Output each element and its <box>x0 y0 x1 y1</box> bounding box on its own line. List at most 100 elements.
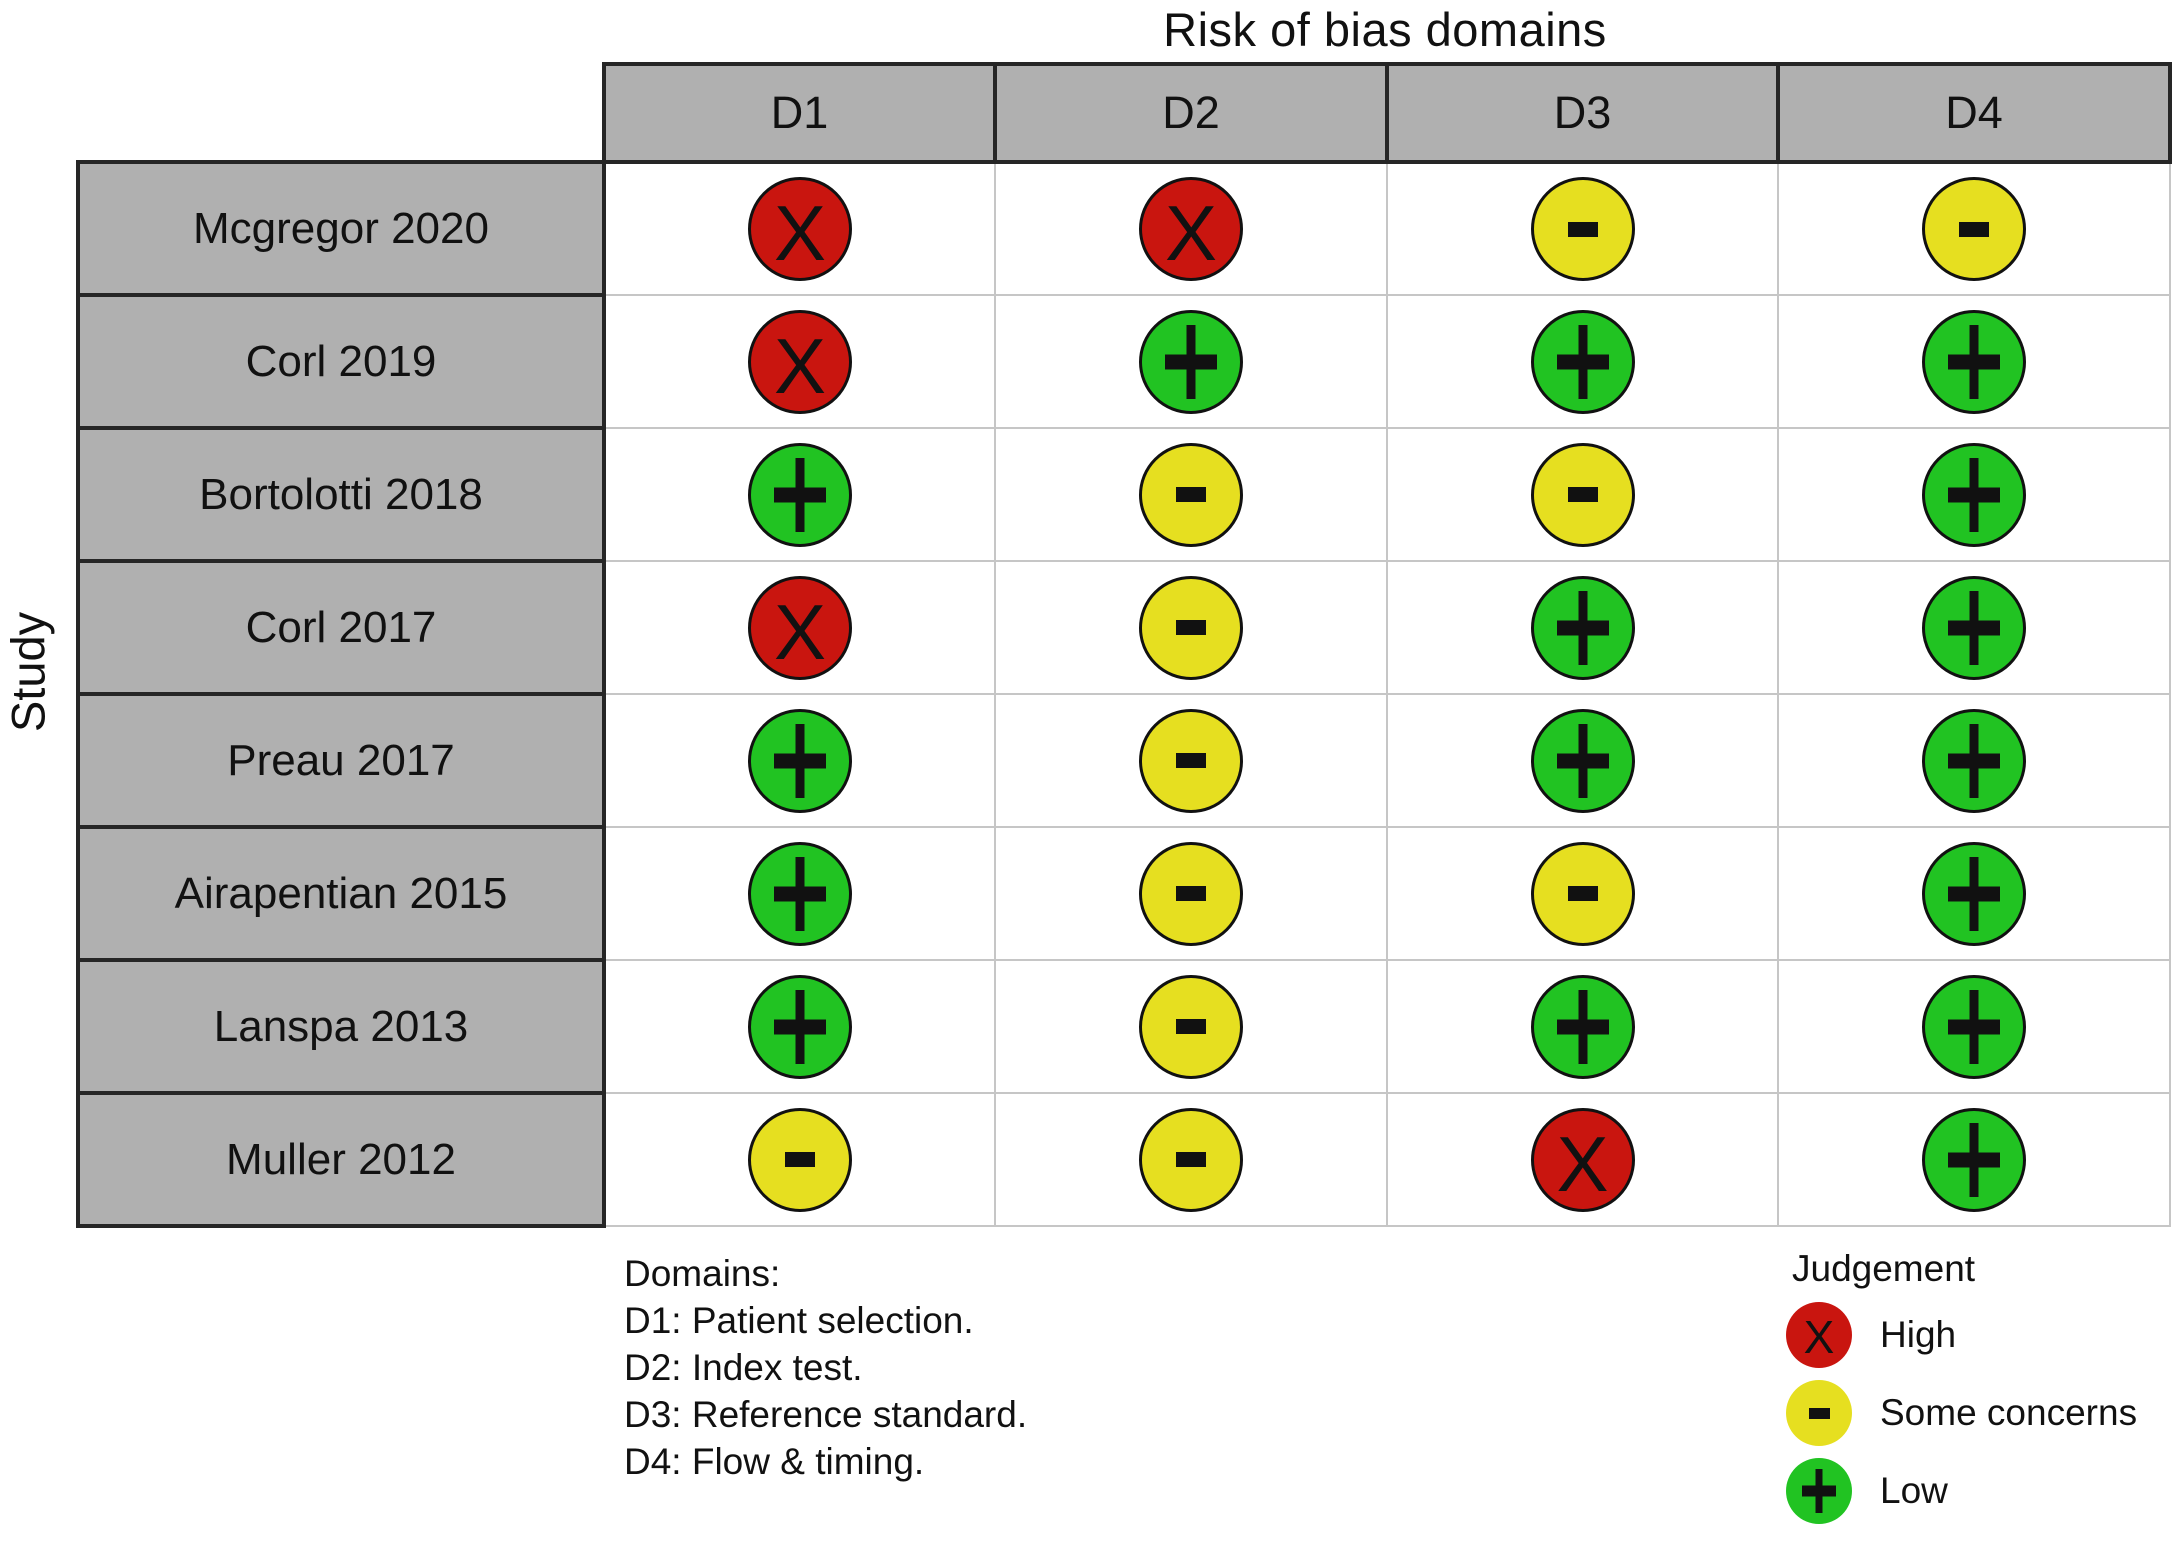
domains-note-line: D3: Reference standard. <box>624 1394 1028 1435</box>
judgement-circle-low <box>1530 309 1635 414</box>
some-concerns-symbol-icon <box>1567 221 1598 237</box>
judgement-cell <box>603 693 996 828</box>
low-symbol-icon <box>1948 325 2000 399</box>
study-row: Lanspa 2013 <box>76 958 2171 1095</box>
high-symbol-icon: X <box>773 189 827 277</box>
some-concerns-symbol-icon <box>1176 487 1206 502</box>
judgement-cell <box>994 427 1388 562</box>
high-symbol-icon: X <box>773 321 827 410</box>
low-symbol-icon <box>1557 724 1609 798</box>
judgement-circle-high: X <box>1139 177 1243 281</box>
judgement-cell <box>1777 294 2171 429</box>
judgement-circle-some-concerns <box>1139 575 1243 680</box>
low-symbol-icon <box>1948 591 2000 665</box>
high-symbol-icon: X <box>1164 189 1218 277</box>
judgement-cell: X <box>1386 1092 1779 1227</box>
judgement-cell <box>1777 161 2171 296</box>
domains-note-line: D2: Index test. <box>624 1347 863 1388</box>
low-symbol-icon <box>1165 325 1217 399</box>
judgement-circle-some-concerns <box>1530 841 1635 946</box>
study-row: Bortolotti 2018 <box>76 426 2171 563</box>
judgement-cell <box>1386 693 1779 828</box>
corner-spacer <box>78 64 604 162</box>
judgement-cell <box>603 959 996 1094</box>
low-symbol-icon <box>1557 990 1609 1064</box>
judgement-circle-low <box>1530 708 1635 813</box>
some-concerns-symbol-icon <box>1176 1019 1206 1034</box>
judgement-circle-some-concerns <box>1530 177 1635 281</box>
judgement-cell <box>1777 959 2171 1094</box>
judgement-cell <box>1386 161 1779 296</box>
judgement-cell <box>994 1092 1388 1227</box>
study-label: Airapentian 2015 <box>76 825 606 962</box>
judgement-cell <box>1777 427 2171 562</box>
domains-note-line: D1: Patient selection. <box>624 1300 974 1341</box>
judgement-circle-low <box>1530 575 1635 680</box>
study-row: Muller 2012 X <box>76 1091 2171 1228</box>
some-concerns-symbol-icon <box>1567 886 1598 901</box>
some-concerns-symbol-icon <box>785 1152 815 1167</box>
judgement-circle-some-concerns <box>1922 177 2026 281</box>
judgement-circle-some-concerns <box>1139 841 1243 946</box>
domains-note-heading: Domains: <box>624 1253 781 1294</box>
low-symbol-icon <box>1948 458 2000 532</box>
domain-column-header: D1 <box>602 62 997 164</box>
study-row: Corl 2019 X <box>76 293 2171 430</box>
y-axis-label: Study <box>1 611 55 733</box>
judgement-cell: X <box>994 161 1388 296</box>
some-concerns-symbol-icon <box>1176 1152 1206 1167</box>
low-symbol-icon <box>774 857 826 931</box>
study-row: Airapentian 2015 <box>76 825 2171 962</box>
domain-column-header: D2 <box>993 62 1389 164</box>
risk-of-bias-table: D1 D2 D3 D4 Mcgregor 2020 X X Corl 2019 X Bortol… <box>76 62 2172 1228</box>
judgement-cell <box>994 693 1388 828</box>
low-symbol-icon <box>1557 325 1609 399</box>
judgement-circle-some-concerns <box>1139 442 1243 547</box>
judgement-circle-low <box>748 974 852 1079</box>
judgement-cell <box>603 1092 996 1227</box>
some-concerns-symbol-icon <box>1808 1407 1830 1419</box>
low-symbol-icon <box>1948 857 2000 931</box>
judgement-cell <box>1777 826 2171 961</box>
judgement-circle-low <box>1922 841 2026 946</box>
judgement-cell <box>994 294 1388 429</box>
study-row: Corl 2017 X <box>76 559 2171 696</box>
judgement-circle-low <box>1922 1107 2026 1212</box>
judgement-cell <box>1777 1092 2171 1227</box>
domain-header-row: D1 D2 D3 D4 <box>78 62 2172 164</box>
legend-label: High <box>1880 1314 1957 1355</box>
judgement-cell <box>1386 959 1779 1094</box>
judgement-circle-some-concerns <box>1139 974 1243 1079</box>
domains-note: Domains: D1: Patient selection. D2: Inde… <box>624 1250 1027 1485</box>
judgement-circle-high: X <box>748 575 852 680</box>
study-label: Mcgregor 2020 <box>76 160 606 297</box>
some-concerns-symbol-icon <box>1567 487 1598 502</box>
judgement-circle-high: X <box>748 177 852 281</box>
legend-item: Low <box>1786 1458 2137 1524</box>
judgement-circle-low <box>1922 309 2026 414</box>
judgement-cell: X <box>603 161 996 296</box>
judgement-circle-some-concerns <box>1530 442 1635 547</box>
study-row: Mcgregor 2020 X X <box>76 160 2171 297</box>
low-symbol-icon <box>1948 724 2000 798</box>
low-symbol-icon <box>774 990 826 1064</box>
low-symbol-icon <box>774 458 826 532</box>
judgement-circle-some-concerns <box>1786 1380 1852 1446</box>
judgement-circle-low <box>748 442 852 547</box>
judgement-cell <box>994 560 1388 695</box>
legend-items: X High Some concerns Low <box>1786 1302 2137 1524</box>
legend-title: Judgement <box>1792 1248 1976 1289</box>
high-symbol-icon: X <box>773 587 827 676</box>
judgement-circle-low <box>1530 974 1635 1079</box>
judgement-circle-low <box>1139 309 1243 414</box>
judgement-cell <box>994 826 1388 961</box>
domain-column-header: D4 <box>1776 62 2172 164</box>
study-label: Bortolotti 2018 <box>76 426 606 563</box>
study-label: Preau 2017 <box>76 692 606 829</box>
low-symbol-icon <box>1557 591 1609 665</box>
judgement-circle-low <box>1922 575 2026 680</box>
judgement-circle-high: X <box>748 309 852 414</box>
study-row: Preau 2017 <box>76 692 2171 829</box>
low-symbol-icon <box>774 724 826 798</box>
